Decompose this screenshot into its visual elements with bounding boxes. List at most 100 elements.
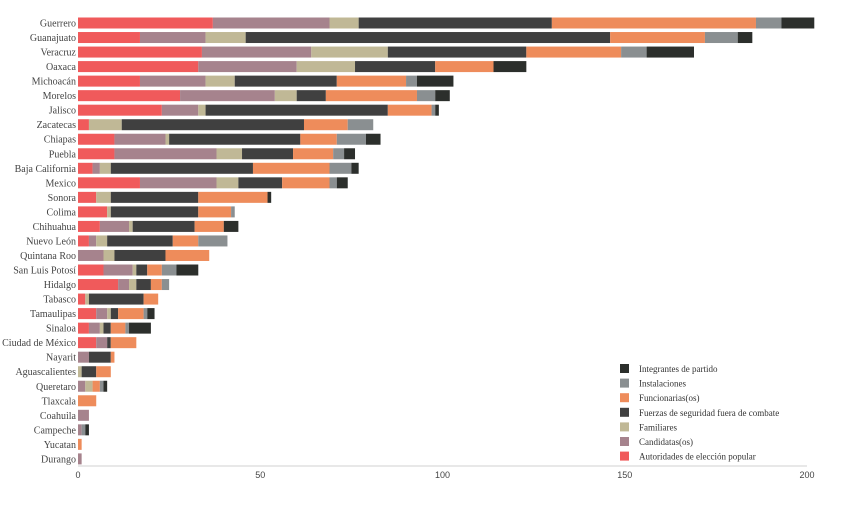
bar-sinaloa-familiares [99,322,104,334]
bar-michoacan-fuerzas-de-seguridad-fuera-de-combate [234,75,337,87]
bar-michoacan-instalaciones [406,75,417,87]
bar-ciudad-de-mexico-funcionarias-os [110,337,137,349]
bar-san-luis-potosi-integrantes-de-partido [176,264,199,276]
y-tick-label: Hidalgo [44,280,76,291]
bar-puebla-familiares [216,148,243,160]
bar-veracruz-instalaciones [621,46,647,58]
bar-baja-california-autoridades-de-eleccion-popular [78,162,93,174]
bar-guanajuato-candidatas-os [139,32,206,44]
bar-guerrero-instalaciones [755,17,782,29]
x-tick-label: 200 [799,470,814,480]
bar-jalisco-candidatas-os [161,104,199,116]
bar-hidalgo-candidatas-os [118,279,130,291]
bar-nuevo-leon-candidatas-os [88,235,97,247]
bar-nuevo-leon-autoridades-de-eleccion-popular [78,235,89,247]
bar-queretaro-familiares [85,380,93,392]
bar-sinaloa-funcionarias-os [110,322,126,334]
bar-nuevo-leon-instalaciones [198,235,228,247]
bar-michoacan-funcionarias-os [336,75,407,87]
bar-aguascalientes-familiares [78,366,82,378]
x-axis: 0 50 100 150 200 [75,465,815,480]
y-tick-label: Baja California [15,164,77,175]
bar-veracruz-fuerzas-de-seguridad-fuera-de-combate [387,46,527,58]
bar-tamaulipas-candidatas-os [96,308,108,320]
legend-label-funcionarias-os: Funcionarias(os) [639,393,700,403]
bar-tamaulipas-autoridades-de-eleccion-popular [78,308,97,320]
bar-yucatan-funcionarias-os [78,438,82,450]
bar-aguascalientes-fuerzas-de-seguridad-fuera-de-combate [81,366,97,378]
bar-guerrero-integrantes-de-partido [781,17,815,29]
bar-chiapas-funcionarias-os [300,133,337,145]
bar-quintana-roo-funcionarias-os [165,249,210,261]
bar-baja-california-instalaciones [329,162,352,174]
bar-morelos-autoridades-de-eleccion-popular [78,90,181,102]
bar-guanajuato-integrantes-de-partido [737,32,753,44]
bar-jalisco-familiares [198,104,206,116]
bar-sinaloa-autoridades-de-eleccion-popular [78,322,89,334]
bar-sonora-fuerzas-de-seguridad-fuera-de-combate [110,191,199,203]
bar-guerrero-funcionarias-os [551,17,756,29]
bar-tabasco-fuerzas-de-seguridad-fuera-de-combate [88,293,144,305]
bar-baja-california-fuerzas-de-seguridad-fuera-de-combate [110,162,253,174]
bar-campeche-candidatas-os [78,424,82,436]
y-tick-label: Michoacán [32,77,76,88]
bar-tamaulipas-fuerzas-de-seguridad-fuera-de-combate [110,308,119,320]
bar-zacatecas-fuerzas-de-seguridad-fuera-de-combate [121,119,304,131]
bar-michoacan-candidatas-os [139,75,206,87]
bar-campeche-instalaciones [81,424,86,436]
bar-sonora-funcionarias-os [198,191,268,203]
bar-puebla-instalaciones [333,148,345,160]
y-tick-label: Sonora [48,193,77,204]
bar-guerrero-autoridades-de-eleccion-popular [78,17,213,29]
bar-chiapas-familiares [165,133,170,145]
bar-zacatecas-autoridades-de-eleccion-popular [78,119,89,131]
bars-layer [78,17,815,465]
y-tick-label: Sinaloa [46,324,77,335]
bar-chihuahua-autoridades-de-eleccion-popular [78,220,100,232]
bar-guanajuato-familiares [205,32,246,44]
legend-label-instalaciones: Instalaciones [639,379,686,389]
legend-label-integrantes-de-partido: Integrantes de partido [639,364,718,374]
bar-baja-california-integrantes-de-partido [351,162,359,174]
bar-chiapas-integrantes-de-partido [365,133,381,145]
bar-guerrero-fuerzas-de-seguridad-fuera-de-combate [358,17,552,29]
bar-jalisco-fuerzas-de-seguridad-fuera-de-combate [205,104,388,116]
bar-guerrero-candidatas-os [212,17,330,29]
y-tick-label: Puebla [49,149,77,160]
y-tick-label: Jalisco [49,106,76,117]
legend-swatch-familiares [620,422,629,432]
bar-san-luis-potosi-familiares [132,264,137,276]
bar-campeche-integrantes-de-partido [85,424,89,436]
bar-san-luis-potosi-candidatas-os [103,264,133,276]
bar-morelos-instalaciones [416,90,436,102]
bar-morelos-integrantes-de-partido [435,90,450,102]
y-axis-labels: Guerrero Guanajuato Veracruz Oaxaca Michoacá… [2,19,76,466]
bar-chihuahua-familiares [129,220,133,232]
bar-puebla-funcionarias-os [293,148,334,160]
bar-baja-california-candidatas-os [92,162,100,174]
y-tick-label: Veracruz [40,48,76,59]
bar-baja-california-familiares [99,162,111,174]
y-tick-label: Mexico [45,178,76,189]
bar-queretaro-candidatas-os [78,380,86,392]
bar-veracruz-integrantes-de-partido [646,46,695,58]
bar-michoacan-autoridades-de-eleccion-popular [78,75,140,87]
bar-oaxaca-autoridades-de-eleccion-popular [78,61,199,73]
y-tick-label: Coahuila [40,411,77,422]
bar-mexico-familiares [216,177,239,189]
bar-mexico-instalaciones [329,177,337,189]
bar-chihuahua-fuerzas-de-seguridad-fuera-de-combate [132,220,195,232]
y-tick-label: Tabasco [43,295,76,306]
bar-colima-familiares [107,206,111,218]
legend-swatch-fuerzas-de-seguridad-fuera-de-combate [620,407,629,417]
y-tick-label: Ciudad de México [2,338,76,349]
bar-oaxaca-familiares [296,61,356,73]
y-tick-label: Tamaulipas [30,309,76,320]
bar-michoacan-integrantes-de-partido [416,75,454,87]
bar-hidalgo-funcionarias-os [150,279,162,291]
bar-guanajuato-fuerzas-de-seguridad-fuera-de-combate [245,32,611,44]
y-tick-label: Chiapas [44,135,76,146]
y-tick-label: Morelos [43,91,76,102]
bar-colima-instalaciones [231,206,235,218]
